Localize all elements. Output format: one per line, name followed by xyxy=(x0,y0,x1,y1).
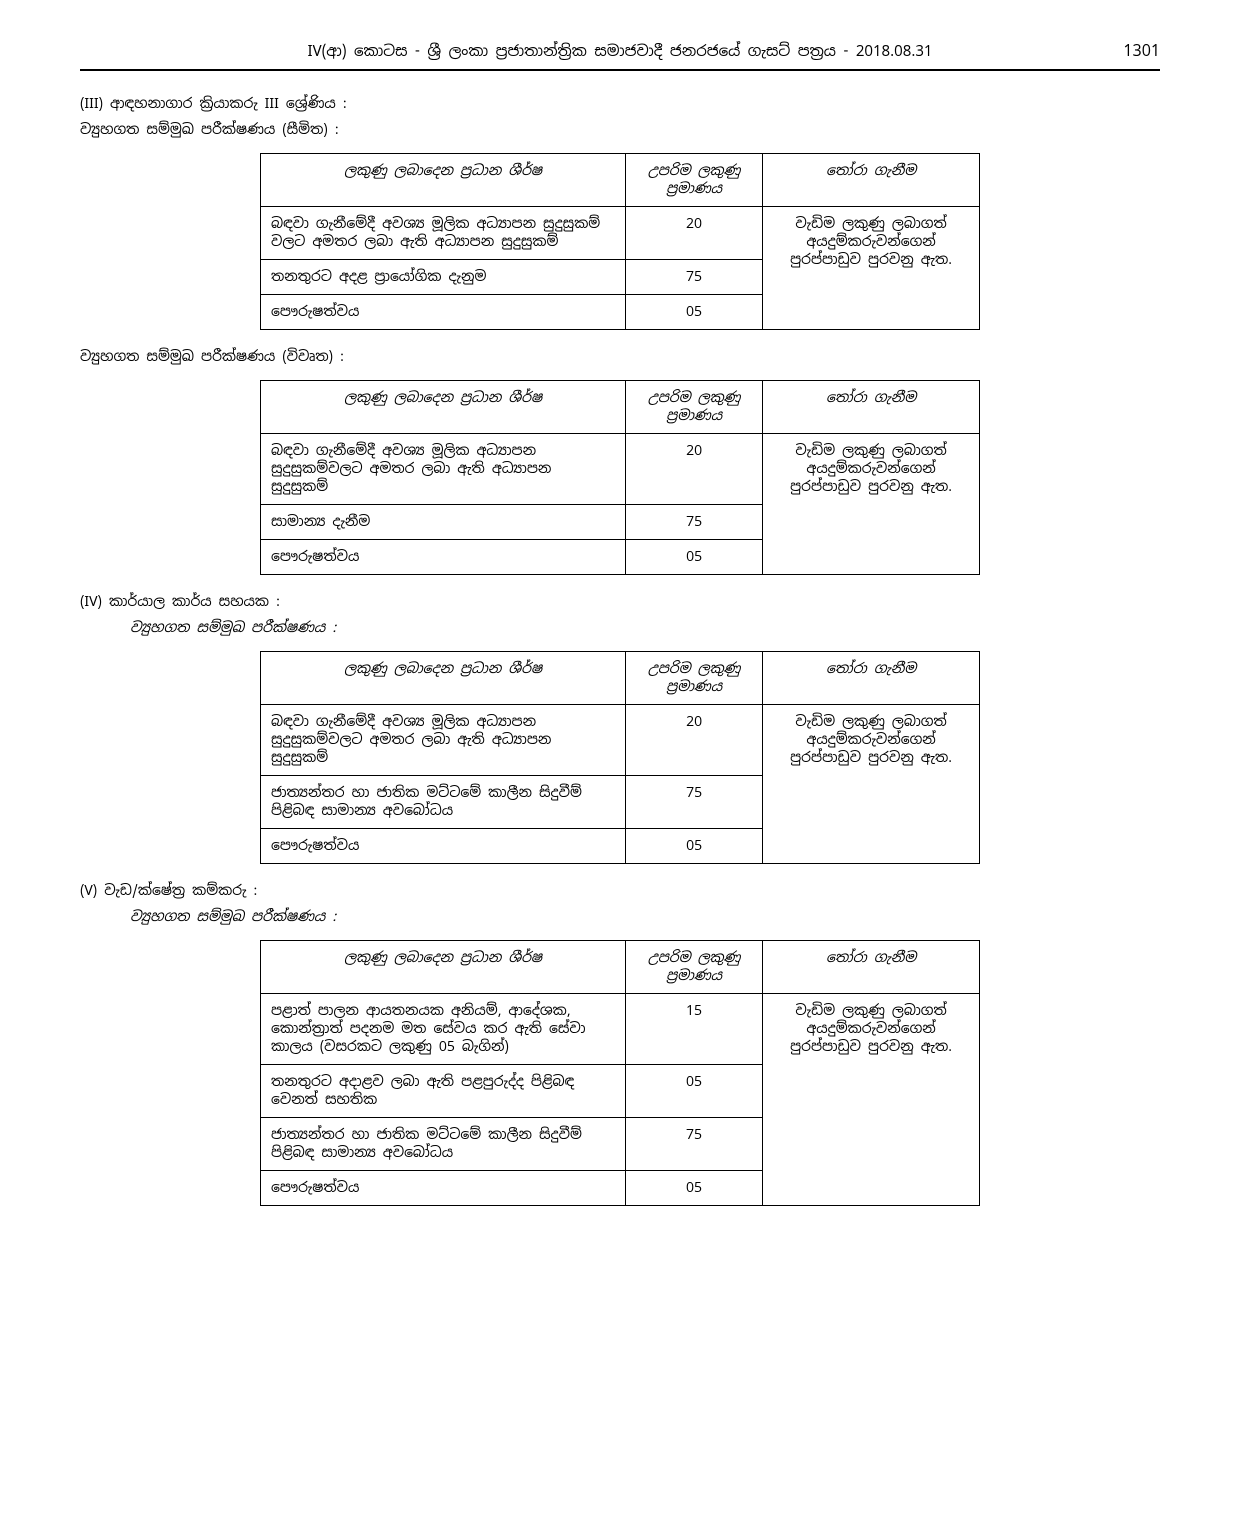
criteria-cell: ජාත්‍යන්තර හා ජාතික මට්ටමේ කාලීන සිදුවීම… xyxy=(261,1118,626,1171)
section-heading-IV: (IV) කාර්යාල කාර්ය සහයක : xyxy=(80,593,1160,611)
table-header: උපරිම ලකුණු ප්‍රමාණය xyxy=(626,652,763,705)
marks-table: ලකුණු ලබාදෙන ප්‍රධාන ශීර්ෂඋපරිම ලකුණු ප්… xyxy=(260,153,980,330)
table-row: බඳවා ගැනීමේදී අවශ්‍ය මූලික අධ්‍යාපන සුදු… xyxy=(261,705,980,776)
table-header: තෝරා ගැනීම xyxy=(763,381,980,434)
table-row: බඳවා ගැනීමේදී අවශ්‍ය මූලික අධ්‍යාපන සුදු… xyxy=(261,207,980,260)
marks-cell: 20 xyxy=(626,434,763,505)
marks-cell: 05 xyxy=(625,295,762,330)
page-number: 1301 xyxy=(1100,40,1160,61)
selection-cell: වැඩිම ලකුණු ලබාගත් අයදුම්කරුවන්ගෙන් පුරප… xyxy=(763,994,980,1206)
sub-heading: ව්‍යුහගත සම්මුඛ පරීක්ෂණය : xyxy=(130,619,1160,637)
table-header: උපරිම ලකුණු ප්‍රමාණය xyxy=(626,381,763,434)
table-row: බඳවා ගැනීමේදී අවශ්‍ය මූලික අධ්‍යාපන සුදු… xyxy=(261,434,980,505)
selection-cell: වැඩිම ලකුණු ලබාගත් අයදුම්කරුවන්ගෙන් පුරප… xyxy=(763,434,980,575)
marks-cell: 75 xyxy=(625,260,762,295)
marks-table: ලකුණු ලබාදෙන ප්‍රධාන ශීර්ෂඋපරිම ලකුණු ප්… xyxy=(260,380,980,575)
criteria-cell: තනතුරට අදළ ප්‍රායෝගික දැනුම xyxy=(261,260,626,295)
sub-heading: ව්‍යුහගත සම්මුඛ පරීක්ෂණය (සීමිත) : xyxy=(80,121,1160,139)
table-header: ලකුණු ලබාදෙන ප්‍රධාන ශීර්ෂ xyxy=(261,154,626,207)
criteria-cell: බඳවා ගැනීමේදී අවශ්‍ය මූලික අධ්‍යාපන සුදු… xyxy=(261,207,626,260)
criteria-cell: පෞරුෂත්වය xyxy=(261,295,626,330)
criteria-cell: පෞරුෂත්වය xyxy=(261,540,626,575)
marks-cell: 75 xyxy=(626,776,763,829)
marks-cell: 75 xyxy=(625,1118,762,1171)
sub-heading: ව්‍යුහගත සම්මුඛ පරීක්ෂණය : xyxy=(130,908,1160,926)
marks-cell: 05 xyxy=(626,829,763,864)
marks-cell: 20 xyxy=(626,705,763,776)
criteria-cell: පළාත් පාලන ආයතනයක අනියම්, ආදේශක, කොන්ත්‍… xyxy=(261,994,626,1065)
table-header: ලකුණු ලබාදෙන ප්‍රධාන ශීර්ෂ xyxy=(261,381,626,434)
marks-cell: 20 xyxy=(625,207,762,260)
criteria-cell: බඳවා ගැනීමේදී අවශ්‍ය මූලික අධ්‍යාපන සුදු… xyxy=(261,705,626,776)
marks-cell: 15 xyxy=(625,994,762,1065)
criteria-cell: පෞරුෂත්වය xyxy=(261,829,626,864)
table-header: උපරිම ලකුණු ප්‍රමාණය xyxy=(625,154,762,207)
table-header: ලකුණු ලබාදෙන ප්‍රධාන ශීර්ෂ xyxy=(261,652,626,705)
table-header: උපරිම ලකුණු ප්‍රමාණය xyxy=(625,941,762,994)
table-header: තෝරා ගැනීම xyxy=(763,652,980,705)
marks-cell: 75 xyxy=(626,505,763,540)
selection-cell: වැඩිම ලකුණු ලබාගත් අයදුම්කරුවන්ගෙන් පුරප… xyxy=(763,705,980,864)
criteria-cell: ජාත්‍යන්තර හා ජාතික මට්ටමේ කාලීන සිදුවීම… xyxy=(261,776,626,829)
criteria-cell: බඳවා ගැනීමේදී අවශ්‍ය මූලික අධ්‍යාපන සුදු… xyxy=(261,434,626,505)
table-row: පළාත් පාලන ආයතනයක අනියම්, ආදේශක, කොන්ත්‍… xyxy=(261,994,980,1065)
criteria-cell: පෞරුෂත්වය xyxy=(261,1171,626,1206)
sub-heading: ව්‍යුහගත සම්මුඛ පරීක්ෂණය (විවෘත) : xyxy=(80,348,1160,366)
sections-container: (III) ආඳහනාගාර ක්‍රියාකරු III ශ්‍රේණිය :… xyxy=(80,95,1160,1206)
section-heading-V: (V) වැඩ/ක්ෂේත්‍ර කම්කරු : xyxy=(80,882,1160,900)
gazette-title: IV(ආ) කොටස - ශ්‍රී ලංකා ප්‍රජාතාන්ත්‍රික… xyxy=(140,42,1100,61)
marks-cell: 05 xyxy=(625,1171,762,1206)
marks-table: ලකුණු ලබාදෙන ප්‍රධාන ශීර්ෂඋපරිම ලකුණු ප්… xyxy=(260,940,980,1206)
table-header: ලකුණු ලබාදෙන ප්‍රධාන ශීර්ෂ xyxy=(261,941,626,994)
marks-cell: 05 xyxy=(626,540,763,575)
marks-cell: 05 xyxy=(625,1065,762,1118)
page-header: IV(ආ) කොටස - ශ්‍රී ලංකා ප්‍රජාතාන්ත්‍රික… xyxy=(80,40,1160,71)
selection-cell: වැඩිම ලකුණු ලබාගත් අයදුම්කරුවන්ගෙන් පුරප… xyxy=(763,207,980,330)
criteria-cell: තනතුරට අදාළව ලබා ඇති පළපුරුද්ද පිළිබඳ වෙ… xyxy=(261,1065,626,1118)
table-header: තෝරා ගැනීම xyxy=(763,941,980,994)
table-header: තෝරා ගැනීම xyxy=(763,154,980,207)
marks-table: ලකුණු ලබාදෙන ප්‍රධාන ශීර්ෂඋපරිම ලකුණු ප්… xyxy=(260,651,980,864)
criteria-cell: සාමාන්‍ය දැනීම xyxy=(261,505,626,540)
section-heading-III: (III) ආඳහනාගාර ක්‍රියාකරු III ශ්‍රේණිය : xyxy=(80,95,1160,113)
